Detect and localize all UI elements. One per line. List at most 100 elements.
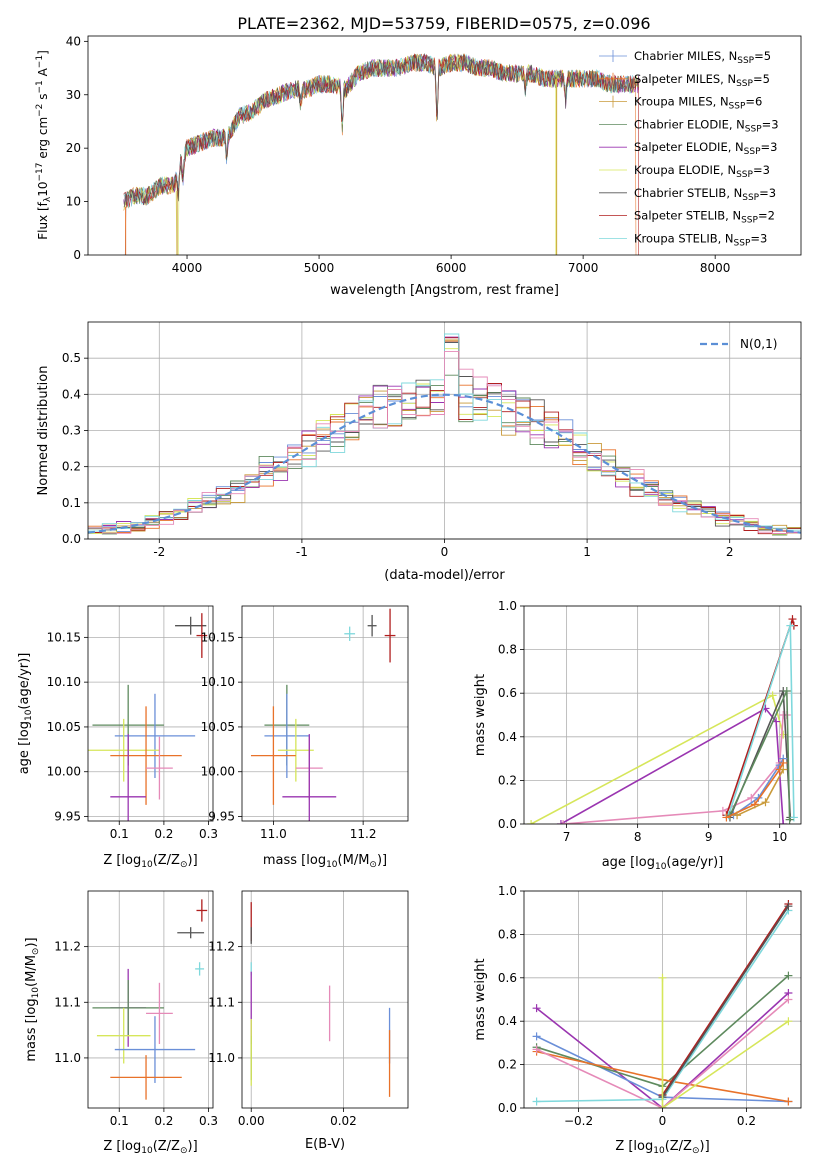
errorbar-point bbox=[196, 613, 208, 658]
errorbar-point bbox=[177, 927, 205, 939]
legend-label: Kroupa STELIB, NSSP=3 bbox=[634, 231, 767, 248]
weight-vs-Z-ytick-label: 1.0 bbox=[498, 884, 517, 898]
weight-vs-age-xlabel: age [log10(age/yr)] bbox=[602, 855, 724, 872]
weight-marker bbox=[556, 820, 565, 824]
weight-vs-age-ytick-label: 0.6 bbox=[498, 686, 517, 700]
weight-marker bbox=[784, 995, 793, 1004]
weight-marker bbox=[532, 1097, 541, 1106]
spectrum-series-chabrier-miles bbox=[123, 53, 636, 255]
age-vs-Z-ytick-label: 10.10 bbox=[47, 675, 81, 689]
spectrum-xtick-label: 4000 bbox=[172, 261, 203, 275]
mass-vs-Z-xtick-label: 0.3 bbox=[199, 1114, 218, 1128]
weight-vs-age-frame bbox=[523, 605, 802, 825]
weight-vs-z-xlabel: Z [log10(Z/Z⊙)] bbox=[615, 1139, 709, 1156]
residuals-ytick-label: 0.1 bbox=[62, 496, 81, 510]
mass-vs-Z-grid bbox=[88, 891, 213, 1108]
spectrum-ytick-label: 30 bbox=[66, 88, 81, 102]
age-vs-mass-grid bbox=[242, 606, 408, 821]
age-vs-mass-ytick-label: 10.10 bbox=[201, 675, 235, 689]
spectrum-plot-area bbox=[123, 53, 639, 255]
residuals-xtick-label: 1 bbox=[583, 545, 591, 559]
residuals-xtick-label: 2 bbox=[726, 545, 734, 559]
age-vs-z-panel: 0.1 0.2 0.3 9.95 10.00 10.05 10.10 10.15 Z [log1… bbox=[17, 605, 218, 870]
legend-label: Chabrier STELIB, NSSP=3 bbox=[634, 186, 776, 203]
weight-vs-z-panel: −0.2 0 0.2 0.0 0.2 0.4 0.6 0.8 1.0 mass weight Z [… bbox=[473, 884, 802, 1156]
mass-vs-EBV-frame bbox=[241, 890, 409, 1109]
age-vs-mass-ytick-label: 10.05 bbox=[201, 720, 235, 734]
weight-marker bbox=[747, 793, 756, 802]
age-vs-mass-plot-area bbox=[250, 608, 396, 821]
legend-label: N(0,1) bbox=[740, 337, 777, 351]
weight-line bbox=[536, 998, 789, 1108]
age-vs-Z-frame bbox=[87, 605, 214, 822]
errorbar-point bbox=[92, 980, 164, 1036]
age-vs-mass-xtick-label: 11.2 bbox=[350, 827, 377, 841]
figure-title: PLATE=2362, MJD=53759, FIBERID=0575, z=0… bbox=[237, 14, 650, 33]
spectrum-xtick-label: 6000 bbox=[436, 261, 467, 275]
residuals-xlabel: (data-model)/error bbox=[384, 568, 505, 583]
weight-vs-age-xtick-label: 7 bbox=[563, 830, 571, 844]
weight-marker bbox=[789, 813, 798, 822]
age-vs-mass-xlabel: mass [log10(M/M⊙)] bbox=[263, 853, 387, 870]
mass-vs-z-panel: 0.1 0.2 0.3 11.0 11.1 11.2 Z [log10(Z/Z⊙)] mass… bbox=[24, 890, 218, 1156]
spectrum-xtick-label: 7000 bbox=[568, 261, 599, 275]
weight-marker bbox=[784, 1097, 793, 1106]
histogram-pink bbox=[88, 350, 801, 534]
spectrum-series-chabrier-stelib bbox=[123, 54, 639, 208]
weight-vs-Z-ytick-label: 0.4 bbox=[498, 1014, 517, 1028]
weight-vs-age-plot-area bbox=[527, 615, 798, 824]
age-vs-Z-xtick-label: 0.1 bbox=[110, 827, 129, 841]
spectrum-ylabel: Flux [fλ10−17 erg cm−2 s−1 A−1] bbox=[35, 50, 53, 240]
errorbar-point bbox=[110, 706, 182, 805]
spectrum-ytick-label: 10 bbox=[66, 195, 81, 209]
legend-label: Chabrier ELODIE, NSSP=3 bbox=[634, 117, 779, 134]
age-vs-Z-xtick-label: 0.2 bbox=[154, 827, 173, 841]
legend-label: Chabrier MILES, NSSP=5 bbox=[634, 49, 771, 66]
errorbar-point bbox=[175, 616, 207, 635]
age-vs-Z-grid bbox=[88, 606, 213, 821]
errorbar-point bbox=[344, 626, 356, 641]
weight-marker bbox=[782, 687, 791, 696]
mass-vs-z-xlabel: Z [log10(Z/Z⊙)] bbox=[103, 1139, 197, 1156]
residuals-xtick-label: -2 bbox=[153, 545, 165, 559]
weight-vs-Z-ytick-label: 0.8 bbox=[498, 927, 517, 941]
legend-label: Salpeter STELIB, NSSP=2 bbox=[634, 209, 775, 226]
mass-vs-Z-plot-area bbox=[92, 899, 208, 1100]
spectrum-xtick-label: 5000 bbox=[304, 261, 335, 275]
residuals-plot-area bbox=[88, 333, 801, 536]
errorbar-point bbox=[114, 1016, 196, 1083]
mass-vs-EBV-ytick-label: 11.1 bbox=[208, 995, 235, 1009]
mass-vs-EBV-ytick-label: 11.0 bbox=[208, 1051, 235, 1065]
mass-vs-EBV-xtick-label: 0.02 bbox=[330, 1114, 357, 1128]
weight-line bbox=[661, 903, 790, 1096]
weight-line bbox=[536, 992, 789, 1108]
weight-marker bbox=[532, 1045, 541, 1054]
residuals-ylabel: Normed distribution bbox=[36, 366, 51, 496]
weight-vs-Z-frame bbox=[523, 890, 802, 1109]
errorbar-point bbox=[146, 736, 173, 800]
legend-label: Salpeter ELODIE, NSSP=3 bbox=[634, 140, 777, 157]
weight-vs-Z-xtick-label: 0.2 bbox=[737, 1114, 756, 1128]
legend-label: Kroupa MILES, NSSP=6 bbox=[634, 95, 762, 112]
weight-marker bbox=[779, 765, 788, 774]
errorbar-point bbox=[250, 706, 296, 805]
weight-vs-age-xtick-label: 8 bbox=[634, 830, 642, 844]
weight-marker bbox=[733, 811, 742, 820]
age-vs-Z-xtick-label: 0.3 bbox=[199, 827, 218, 841]
errorbar-point bbox=[110, 1055, 182, 1100]
weight-marker bbox=[658, 1104, 667, 1108]
weight-vs-age-panel: 7 8 9 10 0.0 0.2 0.4 0.6 0.8 1.0 mass weight age [l… bbox=[473, 599, 802, 872]
weight-series-kroupa-elodie bbox=[658, 973, 793, 1108]
weight-vs-Z-plot-area bbox=[532, 900, 793, 1108]
weight-vs-age-ytick-label: 0.0 bbox=[498, 817, 517, 831]
errorbar-point bbox=[367, 614, 377, 637]
mass-vs-Z-xtick-label: 0.2 bbox=[154, 1114, 173, 1128]
age-vs-Z-ytick-label: 10.15 bbox=[47, 630, 81, 644]
weight-line bbox=[727, 625, 795, 818]
errorbar-point bbox=[195, 962, 205, 976]
weight-line bbox=[661, 977, 789, 1108]
mass-vs-EBV-xtick-label: 0.00 bbox=[238, 1114, 265, 1128]
age-vs-mass-ytick-label: 10.15 bbox=[201, 630, 235, 644]
mass-vs-EBV-grid bbox=[242, 891, 408, 1108]
weight-marker bbox=[559, 820, 568, 824]
